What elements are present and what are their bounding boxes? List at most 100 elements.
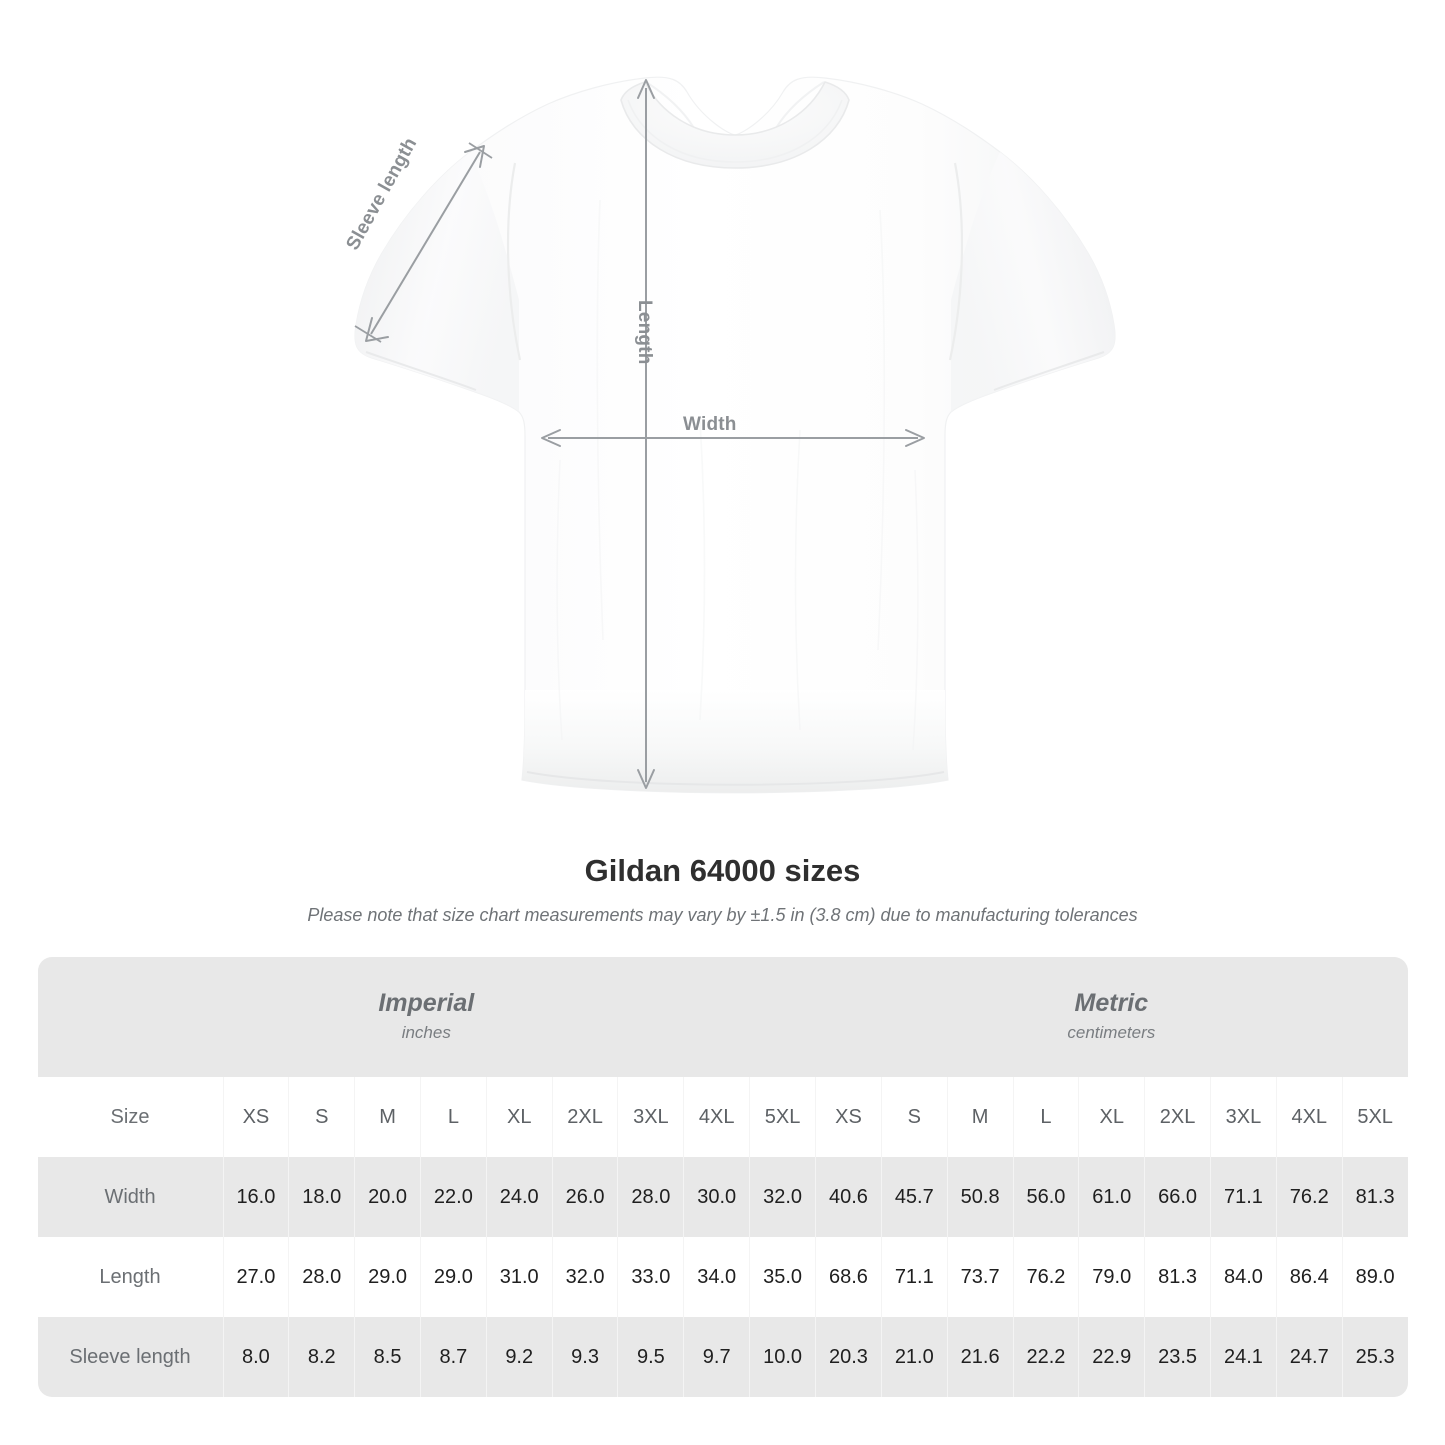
cell-sleeve-imperial-3xl: 9.5 [617, 1317, 684, 1398]
size-col-imperial-2xl: 2XL [551, 1077, 618, 1158]
table-row: Sleeve length 8.0 8.2 8.5 8.7 9.2 9.3 9.… [37, 1317, 1408, 1398]
size-col-metric-m: M [946, 1077, 1013, 1158]
cell-length-metric-s: 71.1 [880, 1237, 947, 1318]
cell-width-imperial-2xl: 26.0 [551, 1157, 618, 1238]
cell-width-imperial-5xl: 32.0 [749, 1157, 816, 1238]
cell-width-metric-m: 50.8 [946, 1157, 1013, 1238]
cell-sleeve-imperial-s: 8.2 [288, 1317, 355, 1398]
page-title: Gildan 64000 sizes [584, 853, 861, 888]
length-label: Length [634, 300, 655, 365]
size-col-imperial-3xl: 3XL [617, 1077, 684, 1158]
cell-length-imperial-xl: 31.0 [485, 1237, 552, 1318]
measure-sleeve-arrow [354, 142, 493, 343]
size-col-metric-3xl: 3XL [1210, 1077, 1276, 1158]
cell-width-metric-5xl: 81.3 [1341, 1157, 1408, 1238]
left-armhole-seam [506, 162, 522, 361]
size-col-metric-2xl: 2XL [1144, 1077, 1211, 1158]
unit-metric-sub: centimeters [1067, 1023, 1156, 1043]
size-col-metric-5xl: 5XL [1341, 1077, 1408, 1158]
cell-width-metric-s: 45.7 [880, 1157, 947, 1238]
cell-length-metric-xs: 68.6 [815, 1237, 881, 1318]
cell-sleeve-metric-m: 21.6 [946, 1317, 1013, 1398]
table-row: Length 27.0 28.0 29.0 29.0 31.0 32.0 33.… [37, 1237, 1408, 1318]
unit-metric-cell: Metric centimeters [815, 957, 1408, 1078]
size-col-imperial-xl: XL [485, 1077, 552, 1158]
cell-length-metric-m: 73.7 [946, 1237, 1013, 1318]
size-col-imperial-xs: XS [222, 1077, 289, 1158]
cell-width-imperial-xl: 24.0 [485, 1157, 552, 1238]
tshirt-illustration: Sleeve length Length Width [342, 76, 1116, 794]
cell-length-imperial-5xl: 35.0 [749, 1237, 816, 1318]
size-col-metric-4xl: 4XL [1275, 1077, 1342, 1158]
cell-sleeve-imperial-l: 8.7 [419, 1317, 486, 1398]
size-header-row: Size XS S M L XL 2XL 3XL 4XL 5XL XS S M … [37, 1077, 1408, 1158]
cell-length-metric-2xl: 81.3 [1144, 1237, 1211, 1318]
size-chart-table: Imperial inches Metric centimeters Size … [37, 957, 1408, 1398]
cell-width-imperial-4xl: 30.0 [683, 1157, 750, 1238]
right-armhole-seam [948, 162, 964, 361]
cell-length-metric-4xl: 86.4 [1275, 1237, 1342, 1318]
size-col-metric-s: S [880, 1077, 947, 1158]
cell-sleeve-imperial-4xl: 9.7 [683, 1317, 750, 1398]
size-row-label: Size [37, 1077, 223, 1158]
size-col-imperial-l: L [419, 1077, 486, 1158]
unit-imperial-name: Imperial [378, 988, 475, 1017]
size-table-wrapper: Imperial inches Metric centimeters Size … [37, 957, 1408, 1398]
tolerance-note: Please note that size chart measurements… [307, 905, 1138, 926]
unit-header-row: Imperial inches Metric centimeters [37, 957, 1408, 1078]
cell-sleeve-imperial-2xl: 9.3 [551, 1317, 618, 1398]
cell-sleeve-metric-5xl: 25.3 [1341, 1317, 1408, 1398]
row-label-length: Length [37, 1237, 223, 1318]
cell-width-metric-l: 56.0 [1012, 1157, 1079, 1238]
hem-stitch [526, 771, 945, 786]
cell-width-imperial-3xl: 28.0 [617, 1157, 684, 1238]
cell-width-imperial-xs: 16.0 [222, 1157, 289, 1238]
cell-length-imperial-m: 29.0 [354, 1237, 420, 1318]
right-shoulder-seam [775, 81, 825, 129]
cell-sleeve-imperial-xs: 8.0 [222, 1317, 289, 1398]
cell-width-imperial-m: 20.0 [354, 1157, 420, 1238]
cell-length-imperial-4xl: 34.0 [683, 1237, 750, 1318]
width-label: Width [683, 414, 737, 435]
cell-sleeve-metric-2xl: 23.5 [1144, 1317, 1211, 1398]
size-col-imperial-s: S [288, 1077, 355, 1158]
shirt-hem [522, 690, 948, 793]
cell-sleeve-metric-3xl: 24.1 [1210, 1317, 1276, 1398]
unit-imperial-sub: inches [401, 1023, 451, 1043]
cell-width-imperial-s: 18.0 [288, 1157, 355, 1238]
cell-sleeve-metric-s: 21.0 [880, 1317, 947, 1398]
cell-sleeve-imperial-5xl: 10.0 [749, 1317, 816, 1398]
unit-metric-name: Metric [1074, 988, 1149, 1017]
cell-sleeve-metric-xs: 20.3 [815, 1317, 881, 1398]
size-col-imperial-4xl: 4XL [683, 1077, 750, 1158]
size-col-metric-xs: XS [815, 1077, 881, 1158]
cell-width-metric-3xl: 71.1 [1210, 1157, 1276, 1238]
cell-length-metric-xl: 79.0 [1078, 1237, 1145, 1318]
tshirt-svg [354, 76, 1116, 794]
size-col-metric-xl: XL [1078, 1077, 1145, 1158]
collar [620, 81, 850, 169]
cell-sleeve-metric-4xl: 24.7 [1275, 1317, 1342, 1398]
left-sleeve [354, 152, 519, 412]
cell-width-metric-4xl: 76.2 [1275, 1157, 1342, 1238]
size-col-imperial-m: M [354, 1077, 420, 1158]
title-block: Gildan 64000 sizes Please note that size… [0, 830, 1445, 926]
cell-width-imperial-l: 22.0 [419, 1157, 486, 1238]
row-label-sleeve-length: Sleeve length [37, 1317, 223, 1398]
cell-width-metric-2xl: 66.0 [1144, 1157, 1211, 1238]
fabric-folds [556, 199, 919, 751]
cell-width-metric-xl: 61.0 [1078, 1157, 1145, 1238]
cell-length-imperial-2xl: 32.0 [551, 1237, 618, 1318]
left-shoulder-seam [645, 81, 695, 129]
cell-length-metric-l: 76.2 [1012, 1237, 1079, 1318]
cell-sleeve-metric-l: 22.2 [1012, 1317, 1079, 1398]
cell-sleeve-metric-xl: 22.9 [1078, 1317, 1145, 1398]
row-label-width: Width [37, 1157, 223, 1238]
cell-width-metric-xs: 40.6 [815, 1157, 881, 1238]
measure-width-arrow [541, 429, 925, 447]
size-col-metric-l: L [1012, 1077, 1079, 1158]
cell-length-metric-3xl: 84.0 [1210, 1237, 1276, 1318]
cell-length-imperial-3xl: 33.0 [617, 1237, 684, 1318]
size-col-imperial-5xl: 5XL [749, 1077, 816, 1158]
cell-sleeve-imperial-xl: 9.2 [485, 1317, 552, 1398]
